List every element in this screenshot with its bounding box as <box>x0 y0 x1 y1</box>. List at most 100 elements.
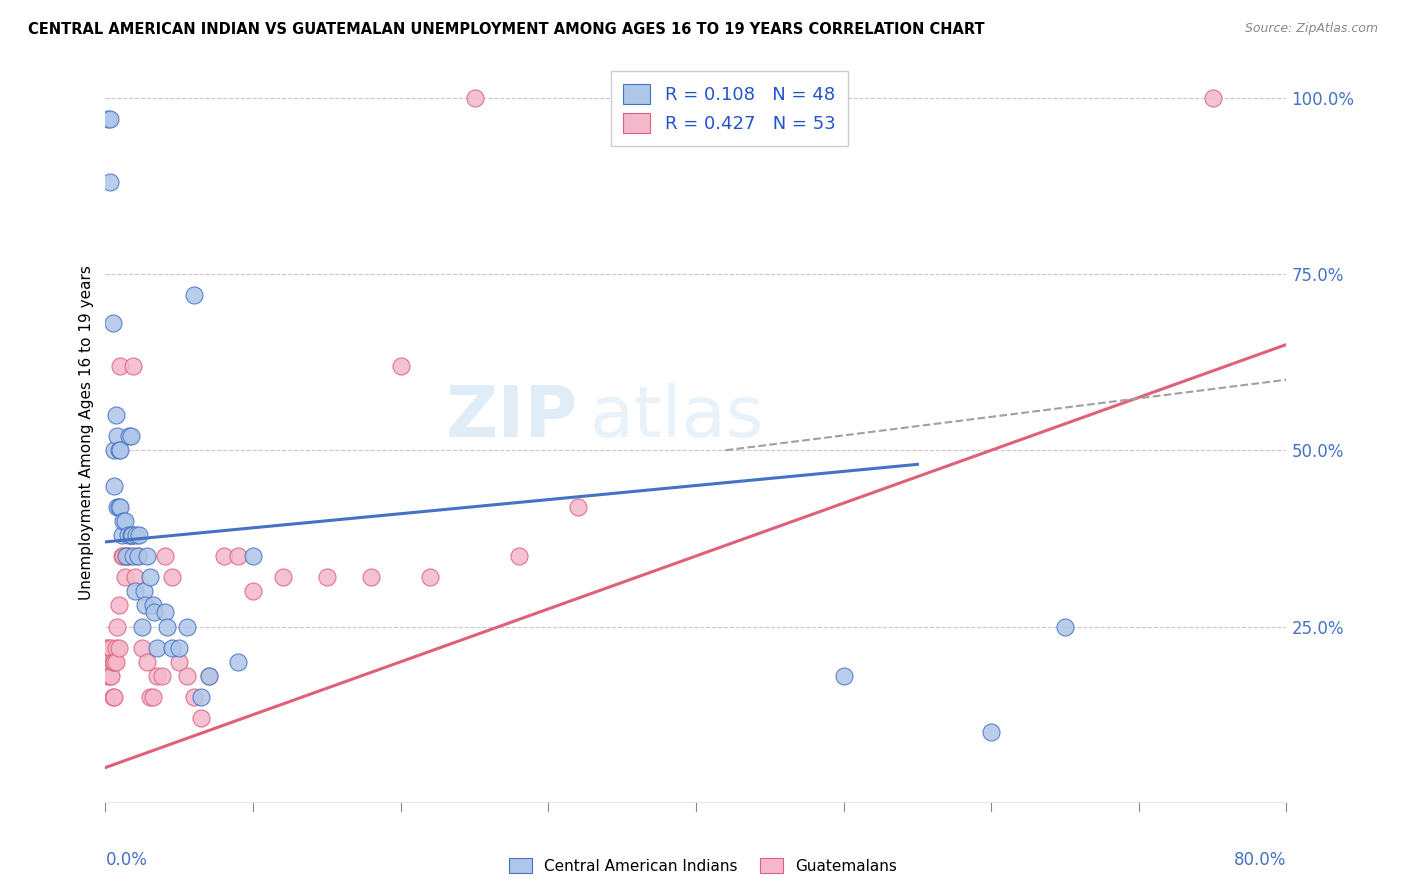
Point <box>212 549 235 563</box>
Point <box>419 570 441 584</box>
Point <box>118 549 141 563</box>
Point <box>111 549 134 563</box>
Point <box>117 549 139 563</box>
Point <box>115 549 138 563</box>
Point <box>508 549 530 563</box>
Point <box>117 528 139 542</box>
Point <box>190 711 212 725</box>
Point <box>125 528 148 542</box>
Point <box>127 549 149 563</box>
Point <box>131 619 153 633</box>
Point <box>96 640 118 655</box>
Point <box>97 640 120 655</box>
Point <box>107 443 129 458</box>
Point <box>142 690 165 704</box>
Point <box>360 570 382 584</box>
Point <box>124 584 146 599</box>
Point <box>103 443 125 458</box>
Point <box>156 619 179 633</box>
Point <box>100 640 122 655</box>
Point <box>100 669 122 683</box>
Point <box>97 112 120 126</box>
Point <box>567 500 589 514</box>
Point <box>134 599 156 613</box>
Point <box>153 549 176 563</box>
Point <box>98 655 121 669</box>
Point <box>122 359 145 373</box>
Point <box>98 112 121 126</box>
Point <box>104 655 127 669</box>
Point <box>160 640 183 655</box>
Point <box>110 443 132 458</box>
Point <box>110 359 132 373</box>
Point <box>135 655 157 669</box>
Point <box>131 640 153 655</box>
Point <box>118 429 141 443</box>
Point <box>112 514 135 528</box>
Point <box>1201 91 1223 105</box>
Point <box>121 528 143 542</box>
Point <box>150 669 173 683</box>
Point <box>271 570 294 584</box>
Point <box>114 570 136 584</box>
Point <box>112 549 135 563</box>
Point <box>104 408 127 422</box>
Point <box>832 669 855 683</box>
Point <box>105 429 128 443</box>
Text: 0.0%: 0.0% <box>105 851 148 869</box>
Point <box>101 316 124 330</box>
Point <box>138 570 162 584</box>
Point <box>107 500 129 514</box>
Point <box>242 584 264 599</box>
Point <box>120 528 142 542</box>
Point <box>169 640 191 655</box>
Point <box>389 359 412 373</box>
Legend: R = 0.108   N = 48, R = 0.427   N = 53: R = 0.108 N = 48, R = 0.427 N = 53 <box>610 71 848 145</box>
Point <box>124 570 146 584</box>
Point <box>101 690 124 704</box>
Point <box>153 606 176 620</box>
Point <box>127 549 149 563</box>
Point <box>143 606 166 620</box>
Text: 80.0%: 80.0% <box>1234 851 1286 869</box>
Point <box>464 91 486 105</box>
Point <box>315 570 337 584</box>
Point <box>176 619 198 633</box>
Point <box>101 655 124 669</box>
Point <box>1054 619 1077 633</box>
Y-axis label: Unemployment Among Ages 16 to 19 years: Unemployment Among Ages 16 to 19 years <box>79 265 94 600</box>
Point <box>183 288 205 302</box>
Point <box>190 690 212 704</box>
Point <box>197 669 219 683</box>
Point <box>183 690 205 704</box>
Point <box>105 619 128 633</box>
Point <box>226 549 250 563</box>
Point <box>132 584 155 599</box>
Point <box>226 655 250 669</box>
Text: Source: ZipAtlas.com: Source: ZipAtlas.com <box>1244 22 1378 36</box>
Point <box>114 514 136 528</box>
Point <box>103 655 125 669</box>
Point <box>120 528 142 542</box>
Point <box>107 599 129 613</box>
Text: ZIP: ZIP <box>446 384 578 452</box>
Point <box>980 725 1002 739</box>
Point <box>128 528 150 542</box>
Point <box>138 690 162 704</box>
Point <box>103 478 125 492</box>
Point <box>121 528 143 542</box>
Point <box>169 655 191 669</box>
Point <box>97 669 120 683</box>
Point <box>160 570 183 584</box>
Text: CENTRAL AMERICAN INDIAN VS GUATEMALAN UNEMPLOYMENT AMONG AGES 16 TO 19 YEARS COR: CENTRAL AMERICAN INDIAN VS GUATEMALAN UN… <box>28 22 984 37</box>
Point <box>103 690 125 704</box>
Point <box>115 549 138 563</box>
Point <box>120 429 142 443</box>
Point <box>146 669 169 683</box>
Point <box>111 528 134 542</box>
Legend: Central American Indians, Guatemalans: Central American Indians, Guatemalans <box>502 852 904 880</box>
Point <box>98 175 121 189</box>
Point <box>107 640 129 655</box>
Text: atlas: atlas <box>589 384 763 452</box>
Point <box>176 669 198 683</box>
